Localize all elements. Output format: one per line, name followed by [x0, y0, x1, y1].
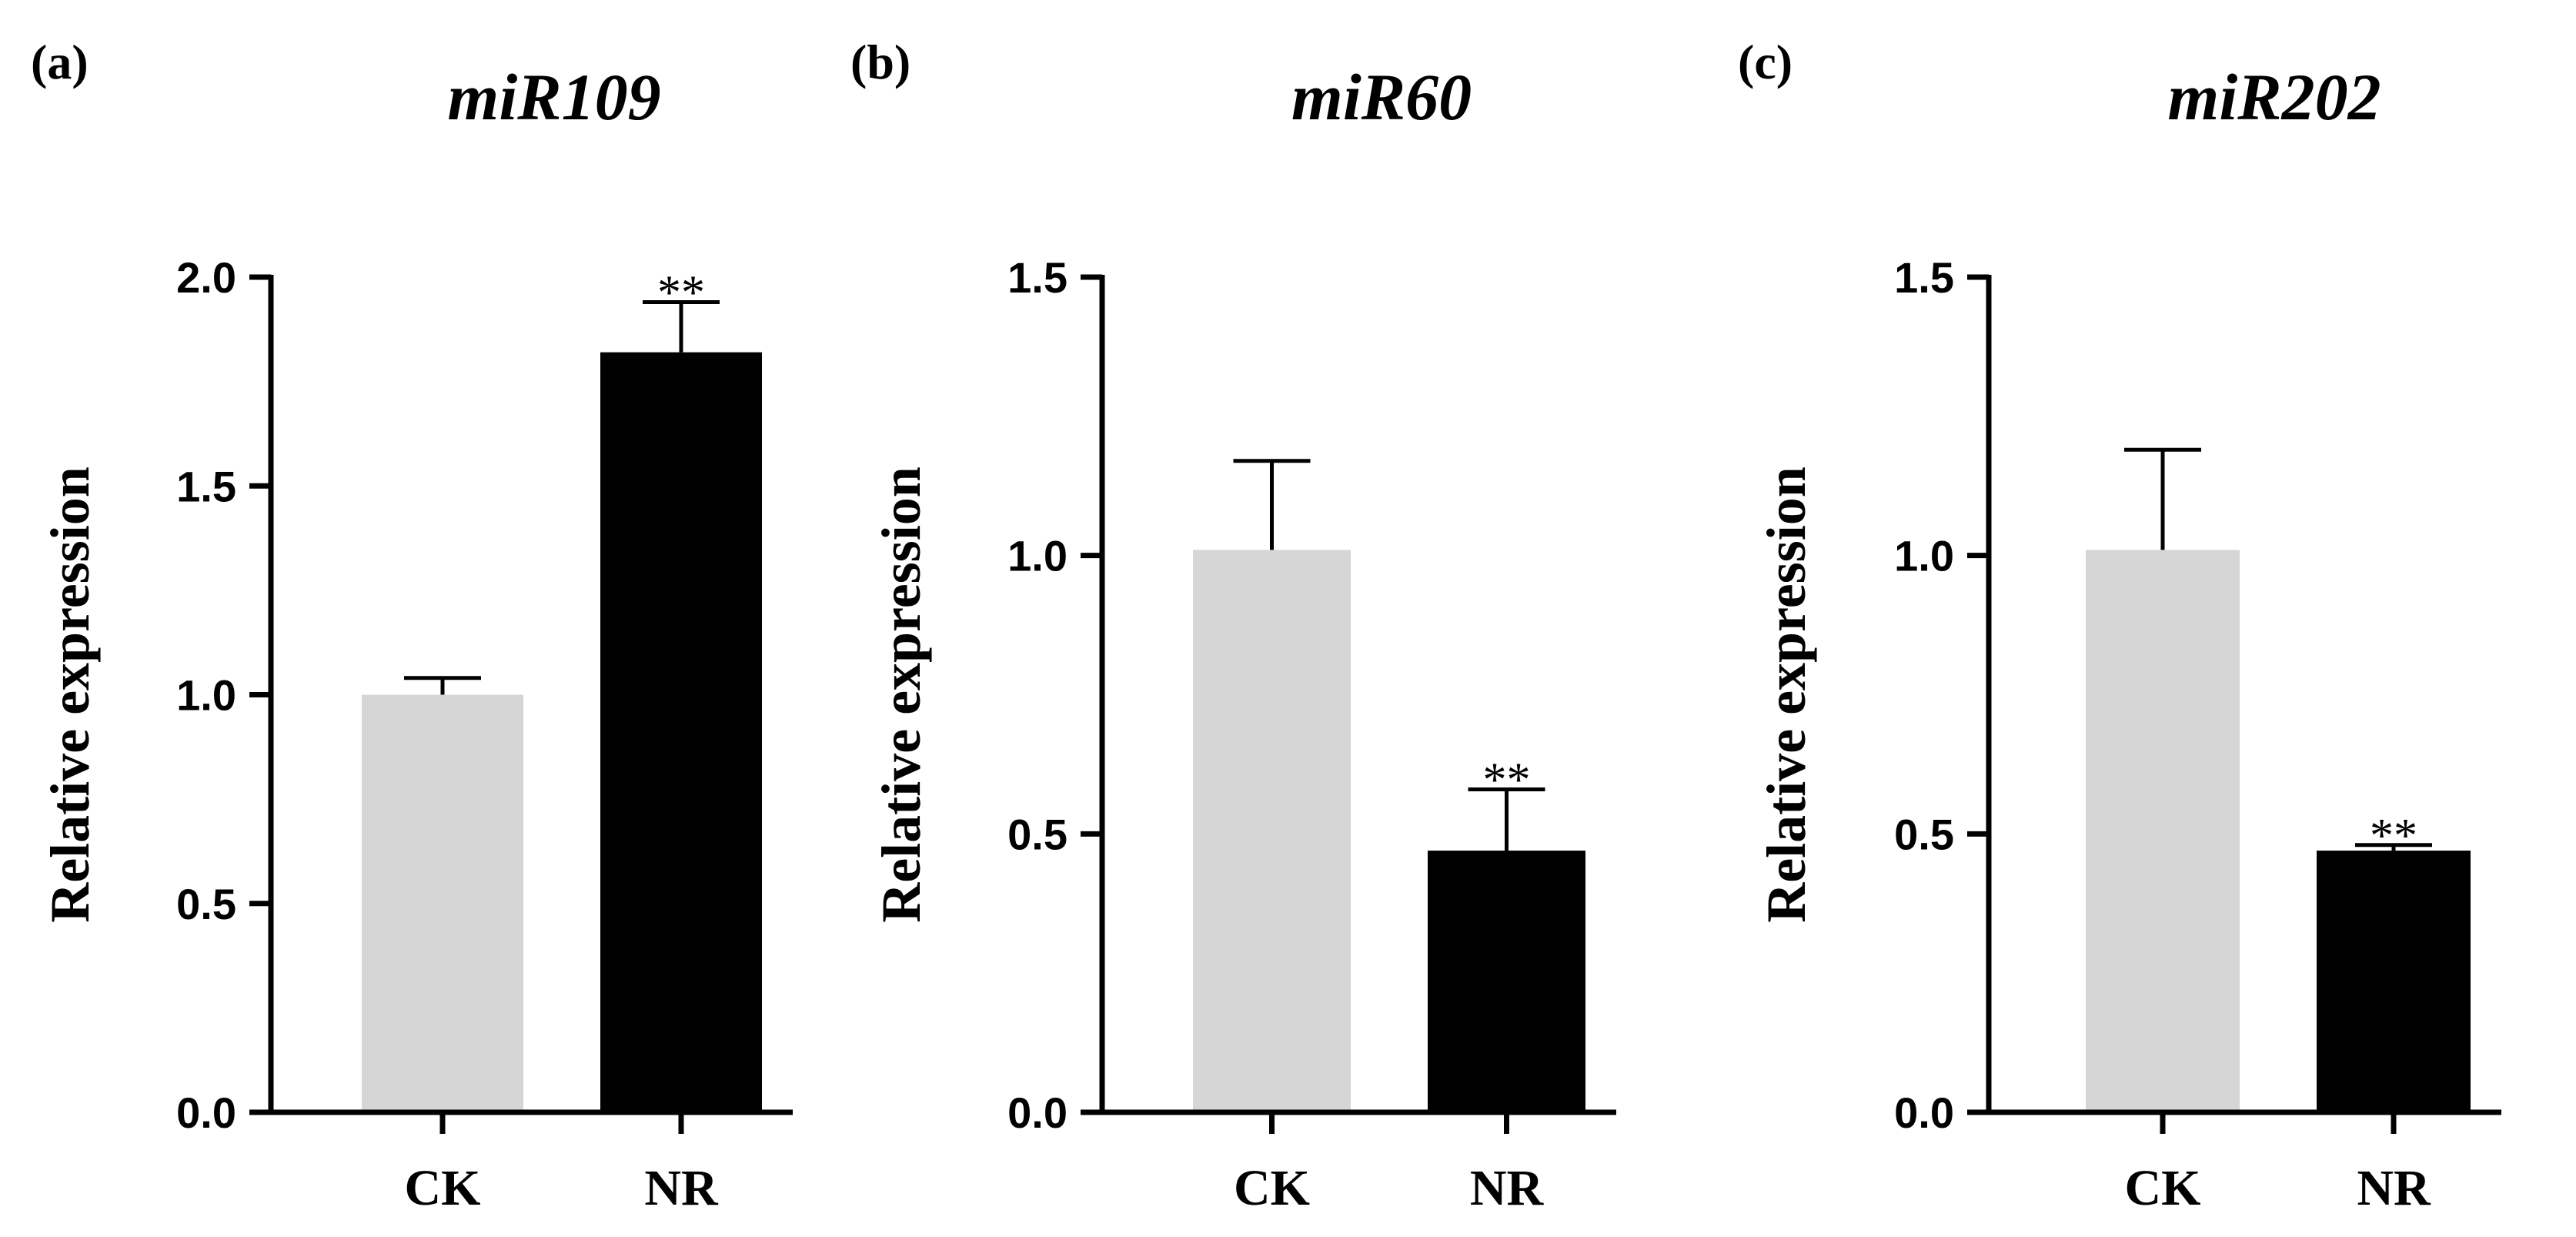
y-tick-label: 0.0	[1007, 1088, 1067, 1137]
bar-ck	[1193, 550, 1351, 1112]
y-tick-label: 1.0	[1894, 532, 1954, 580]
x-tick-label: CK	[405, 1160, 481, 1216]
bar-nr	[1428, 851, 1585, 1112]
x-tick-label: NR	[2357, 1160, 2431, 1216]
x-tick-label: CK	[1234, 1160, 1310, 1216]
panel-label: (c)	[1738, 35, 1793, 89]
y-tick-label: 0.0	[1894, 1088, 1954, 1137]
panel-label: (a)	[31, 35, 89, 89]
y-tick-label: 0.0	[176, 1088, 236, 1137]
bar-ck	[362, 694, 523, 1112]
panel-title: miR60	[1291, 60, 1472, 134]
x-tick-label: CK	[2125, 1160, 2201, 1216]
y-tick-label: 0.5	[1007, 810, 1067, 858]
chart-panel-2: (b) miR60 Relative expression CK ** NR 0.0 0.5 1…	[850, 35, 1616, 1216]
y-tick-label: 1.5	[1007, 253, 1067, 302]
panel-title: miR109	[447, 60, 660, 134]
y-axis-label: Relative expression	[39, 466, 101, 923]
y-tick-label: 2.0	[176, 253, 236, 302]
bar-nr	[600, 352, 762, 1112]
bar-ck	[2086, 550, 2240, 1112]
y-tick-label: 1.5	[176, 462, 236, 510]
panel-title: miR202	[2167, 60, 2381, 134]
panel-label: (b)	[850, 35, 910, 89]
x-tick-label: NR	[1470, 1160, 1545, 1216]
y-axis-label: Relative expression	[1756, 466, 1817, 923]
significance-marker: **	[1483, 754, 1531, 806]
y-tick-label: 1.0	[176, 671, 236, 720]
significance-marker: **	[657, 267, 705, 319]
y-tick-label: 1.5	[1894, 253, 1954, 302]
chart-panel-3: (c) miR202 Relative expression CK ** NR 0.0 0.5…	[1738, 35, 2501, 1216]
bar-nr	[2317, 851, 2471, 1112]
chart-panel-1: (a) miR109 Relative expression CK ** NR 0.0 0.5…	[31, 35, 793, 1216]
y-tick-label: 0.5	[176, 880, 236, 928]
significance-marker: **	[2370, 810, 2417, 862]
x-tick-label: NR	[644, 1160, 719, 1216]
y-axis-label: Relative expression	[870, 466, 932, 923]
y-tick-label: 0.5	[1894, 810, 1954, 858]
y-tick-label: 1.0	[1007, 532, 1067, 580]
